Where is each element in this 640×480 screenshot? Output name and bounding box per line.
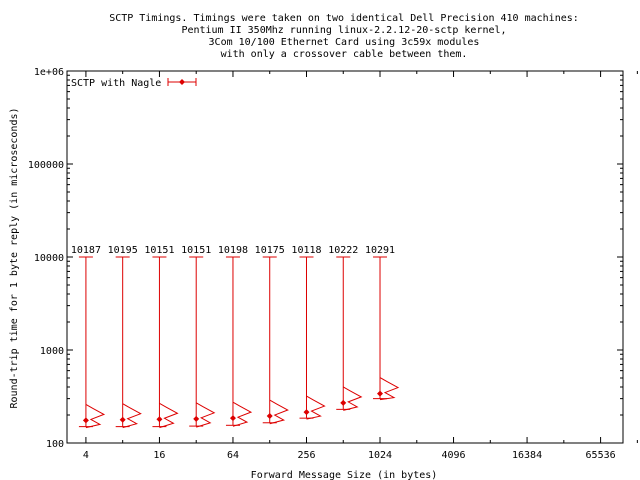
data-label: 10222 [328, 245, 358, 256]
x-axis-label: Forward Message Size (in bytes) [251, 470, 438, 480]
y-tick-label: 1000 [40, 346, 64, 357]
distribution-trace [85, 403, 106, 429]
x-tick-label: 16 [153, 450, 165, 461]
chart-title-line-1: SCTP Timings. Timings were taken on two … [109, 13, 579, 24]
median-marker [156, 416, 163, 423]
median-marker [82, 417, 89, 424]
x-tick-label: 256 [297, 450, 315, 461]
median-marker [303, 409, 310, 416]
distribution-trace [195, 402, 216, 428]
x-tick-label: 1024 [368, 450, 392, 461]
data-label: 10291 [365, 245, 395, 256]
median-marker [193, 415, 200, 422]
data-label: 10118 [291, 245, 321, 256]
y-tick-label: 100000 [28, 160, 64, 171]
y-tick-label: 10000 [34, 253, 64, 264]
data-label: 10151 [144, 245, 174, 256]
y-tick-label: 100 [46, 439, 64, 450]
median-marker [266, 413, 273, 420]
data-label: 10187 [71, 245, 101, 256]
distribution-trace [232, 401, 253, 427]
data-label: 10151 [181, 245, 211, 256]
y-axis-label: Round-trip time for 1 byte reply (in mic… [9, 107, 20, 408]
legend-swatch-marker [179, 79, 185, 85]
data-series: 10187 10195 10151 10151 10198 10175 10118 10222… [71, 245, 400, 429]
distribution-trace [122, 403, 142, 429]
legend: SCTP with Nagle [71, 78, 197, 89]
legend-label: SCTP with Nagle [71, 78, 161, 89]
distribution-trace [343, 386, 363, 411]
x-tick-label: 4 [83, 450, 89, 461]
x-tick-label: 64 [227, 450, 239, 461]
data-label: 10175 [255, 245, 285, 256]
x-axis: 4 16 64 256 1024 4096 16384 65536 [83, 71, 638, 461]
chart-title-line-3: 3Com 10/100 Ethernet Card using 3c59x mo… [209, 37, 480, 48]
median-marker [377, 390, 384, 397]
y-tick-label: 1e+06 [34, 67, 64, 78]
y-axis: 100 1000 10000 100000 1e+06 [28, 67, 623, 450]
distribution-trace [159, 402, 179, 429]
distribution-trace [379, 377, 400, 401]
data-label: 10198 [218, 245, 248, 256]
x-tick-label: 16384 [512, 450, 542, 461]
median-marker [119, 416, 126, 423]
distribution-trace [269, 399, 289, 425]
chart-title-line-2: Pentium II 350Mhz running linux-2.2.12-2… [181, 25, 506, 36]
x-tick-label: 4096 [441, 450, 465, 461]
chart-title-line-4: with only a crossover cable between them… [221, 49, 468, 60]
median-marker [229, 415, 236, 422]
distribution-trace [306, 395, 326, 420]
data-label: 10195 [108, 245, 138, 256]
median-marker [340, 399, 347, 406]
x-tick-label: 65536 [586, 450, 616, 461]
